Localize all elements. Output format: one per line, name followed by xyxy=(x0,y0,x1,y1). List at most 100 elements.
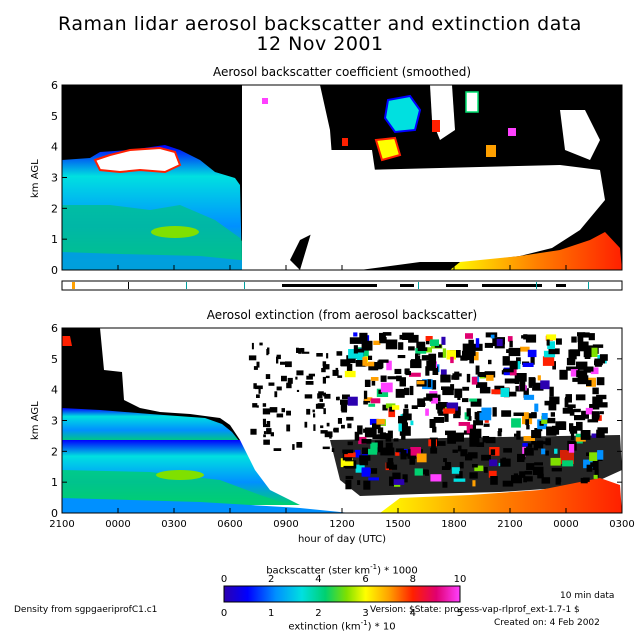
speckle-cell xyxy=(398,415,408,424)
speckle-cell xyxy=(442,481,448,488)
speckle-cell xyxy=(374,362,381,370)
speckle-cell xyxy=(455,475,461,482)
speckle-cell xyxy=(363,428,370,433)
speckle-cell xyxy=(472,464,478,468)
speckle-cell xyxy=(525,416,529,426)
backscatter-colorbar-label: backscatter (ster km-1) * 1000 xyxy=(266,563,418,577)
speckle-cell xyxy=(255,385,263,390)
backscatter-evening-aerosol xyxy=(450,232,622,270)
speckle-cell xyxy=(276,356,279,364)
speckle-cell xyxy=(337,396,340,401)
speckle-cell xyxy=(496,338,503,347)
extinction-ytick-label: 3 xyxy=(51,415,58,428)
speckle-cell xyxy=(262,418,266,425)
speckle-cell xyxy=(372,423,381,430)
speckle-cell xyxy=(395,388,405,398)
speckle-cell xyxy=(474,351,479,361)
speckle-cell xyxy=(389,406,395,412)
speckle-cell xyxy=(532,466,544,475)
speckle-cell xyxy=(385,442,393,452)
speckle-cell xyxy=(589,454,595,459)
speckle-cell xyxy=(586,380,592,387)
speckle-cell xyxy=(263,439,270,445)
speckle-cell xyxy=(428,362,436,371)
extinction-colorbar-label: extinction (km-1) * 10 xyxy=(288,619,396,633)
speckle-cell xyxy=(440,369,447,379)
speckle-cell xyxy=(256,405,259,408)
speckle-cell xyxy=(500,388,510,397)
speckle-cell xyxy=(377,427,384,434)
extinction-ytick-label: 6 xyxy=(51,322,58,335)
speckle-cell xyxy=(408,346,415,351)
speckle-cell xyxy=(527,349,537,358)
extinction-colorbar-tick: 4 xyxy=(410,608,416,619)
speckle-cell xyxy=(341,407,347,413)
xtick-label: 0000 xyxy=(105,519,130,530)
speckle-cell xyxy=(403,408,409,418)
backscatter-colorbar-tick: 4 xyxy=(315,574,321,585)
speckle-cell xyxy=(587,419,599,423)
speckle-cell xyxy=(364,379,371,387)
speckle-cell xyxy=(562,407,573,414)
speckle-cell xyxy=(473,420,483,426)
speckle-cell xyxy=(396,375,402,382)
xtick-label: 1500 xyxy=(385,519,410,530)
speckle-cell xyxy=(353,345,358,354)
extinction-colorbar-tick: 3 xyxy=(362,608,368,619)
speckle-cell xyxy=(409,456,416,465)
speckle-cell xyxy=(571,336,577,343)
speckle-cell xyxy=(409,385,414,396)
speckle-cell xyxy=(537,375,541,381)
speckle-cell xyxy=(503,448,512,453)
speckle-cell xyxy=(364,397,373,401)
speckle-cell xyxy=(476,382,488,388)
speckle-cell xyxy=(355,449,361,458)
speckle-cell xyxy=(252,403,258,408)
xtick-label: 0900 xyxy=(273,519,298,530)
speckle-cell xyxy=(276,386,282,391)
speckle-cell xyxy=(364,427,377,438)
speckle-cell xyxy=(550,412,555,417)
speckle-cell xyxy=(582,332,590,338)
speckle-cell xyxy=(459,461,464,469)
speckle-cell xyxy=(523,388,529,398)
speckle-cell xyxy=(467,452,478,459)
speckle-cell xyxy=(380,361,384,369)
speckle-cell xyxy=(333,428,339,432)
speckle-cell xyxy=(580,430,591,440)
speckle-cell xyxy=(452,449,458,453)
speckle-cell xyxy=(597,450,604,460)
speckle-cell xyxy=(355,360,367,367)
speckle-cell xyxy=(376,388,389,397)
speckle-cell xyxy=(342,449,354,454)
speckle-cell xyxy=(410,360,422,369)
speckle-cell xyxy=(432,426,437,433)
speckle-cell xyxy=(457,445,462,452)
speckle-cell xyxy=(430,474,442,482)
speckle-cell xyxy=(465,453,473,461)
speckle-cell xyxy=(382,404,388,411)
speckle-cell xyxy=(316,353,323,357)
speckle-cell xyxy=(484,371,496,378)
speckle-cell xyxy=(308,373,315,377)
speckle-cell xyxy=(546,334,557,341)
speckle-cell xyxy=(490,476,498,485)
speckle-cell xyxy=(594,358,605,364)
speckle-cell xyxy=(519,381,526,391)
speckle-cell xyxy=(531,412,537,418)
speckle-cell xyxy=(296,442,303,448)
speckle-cell xyxy=(477,372,485,377)
speckle-cell xyxy=(313,413,316,418)
speckle-cell xyxy=(340,399,350,405)
speckle-cell xyxy=(425,336,433,341)
speckle-cell xyxy=(320,430,328,434)
speckle-cell xyxy=(263,434,266,438)
speckle-cell xyxy=(386,462,394,469)
xtick-label: 0300 xyxy=(609,519,634,530)
speckle-cell xyxy=(569,426,578,434)
speckle-cell xyxy=(541,477,548,482)
density-source-note: Density from sgpgaeriprofC1.c1 xyxy=(14,605,158,615)
speckle-cell xyxy=(324,431,333,438)
speckle-cell xyxy=(576,370,588,378)
speckle-cell xyxy=(569,409,575,416)
